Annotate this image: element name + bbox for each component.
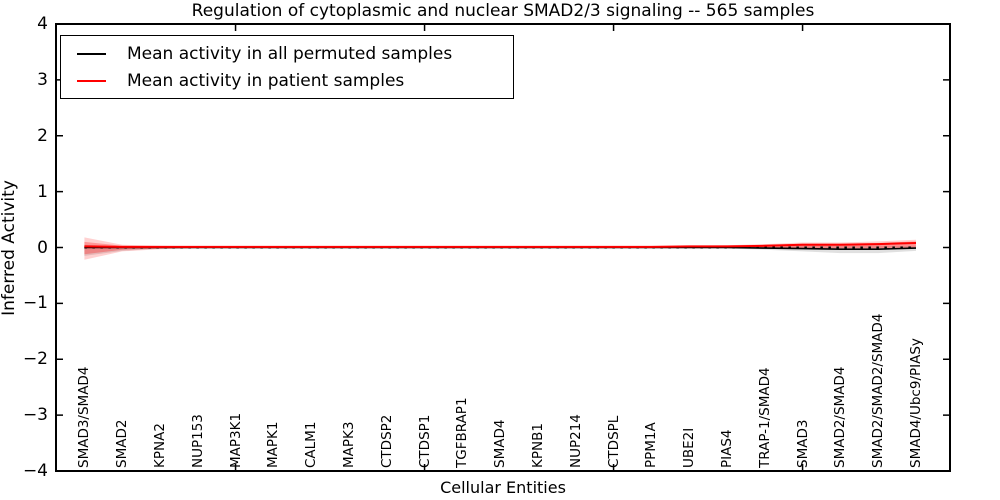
y-tick-label: −3 [22,405,48,426]
x-category-label: MAPK3 [340,421,357,468]
series-mean-activity-in-patient-samples [84,242,917,248]
y-tick-label: 2 [37,125,48,146]
x-category-label: CTDSP2 [378,414,395,468]
x-category-label: PIAS4 [718,429,735,468]
chart-title: Regulation of cytoplasmic and nuclear SM… [191,1,815,21]
y-tick-label: 3 [37,69,48,90]
x-category-label: NUP153 [189,414,206,468]
x-category-label: KPNB1 [529,423,546,468]
legend-line-red-icon [77,79,106,82]
x-category-label: CTDSP1 [416,414,433,468]
x-category-label: TGFBRAP1 [454,397,471,468]
x-category-label: PPM1A [643,422,660,468]
legend-line-black-icon [77,52,106,55]
legend-item-permuted: Mean activity in all permuted samples [61,40,513,67]
x-category-label: SMAD4/Ubc9/PIASy [907,338,924,468]
x-category-label: SMAD2/SMAD4 [832,366,849,468]
x-category-label: SMAD3/SMAD4 [76,366,93,468]
y-tick-label: −4 [22,461,48,481]
x-category-label: CTDSPL [605,415,622,468]
x-category-label: SMAD3 [794,419,811,468]
x-category-label: CALM1 [303,421,320,468]
x-category-label: KPNA2 [151,423,168,468]
x-category-label: TRAP-1/SMAD4 [756,367,773,468]
legend: Mean activity in all permuted samples Me… [60,35,514,99]
legend-label-permuted: Mean activity in all permuted samples [127,43,453,64]
y-tick-label: 4 [37,14,48,34]
x-category-label: MAP3K1 [227,412,244,468]
x-category-label: MAPK1 [265,421,282,468]
y-tick-label: −2 [22,349,48,370]
x-axis-label: Cellular Entities [440,478,566,497]
legend-item-patient: Mean activity in patient samples [61,67,513,94]
y-tick-label: 1 [37,181,48,202]
y-tick-label: −1 [22,293,48,314]
x-category-label: SMAD2/SMAD2/SMAD4 [870,313,887,468]
x-category-label: SMAD2 [114,419,131,468]
x-category-label: UBE2I [681,427,698,468]
x-category-label: SMAD4 [492,419,509,468]
x-category-label: NUP214 [567,414,584,468]
legend-label-patient: Mean activity in patient samples [127,70,405,91]
y-tick-label: 0 [37,237,48,258]
